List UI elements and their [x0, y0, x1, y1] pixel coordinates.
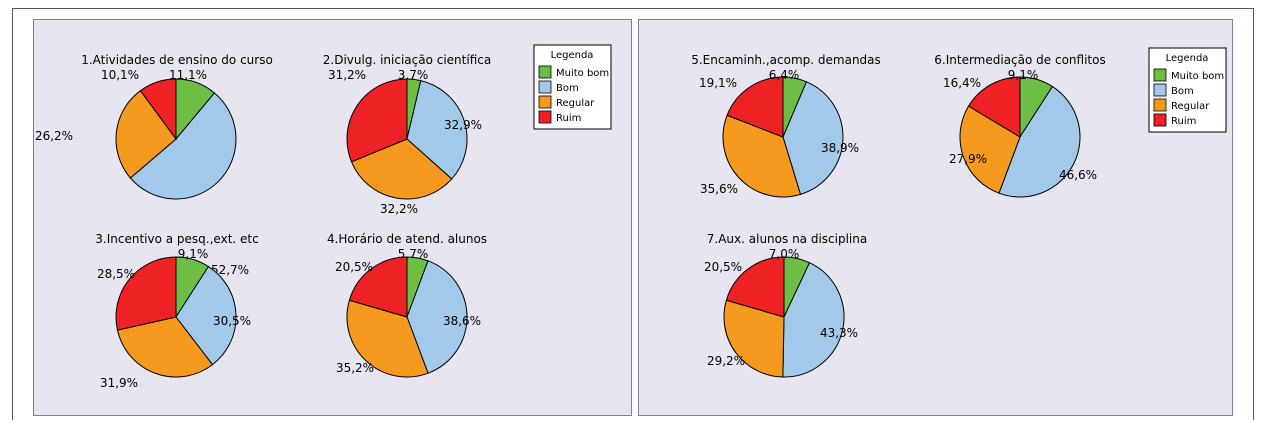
legend-entry-muito-bom: Muito bom: [556, 68, 609, 79]
pie-title: 2.Divulg. iniciação científica: [323, 53, 491, 67]
pie-slice-bom: [998, 85, 1081, 198]
pie-slice-regular: [346, 299, 429, 378]
data-label-bom: 38,9%: [821, 141, 859, 155]
pie-slice-bom: [406, 80, 468, 180]
pie-title: 4.Horário de atend. alunos: [327, 232, 487, 246]
legend-entry-bom: Bom: [1171, 86, 1194, 97]
figure-frame: [12, 8, 1254, 420]
data-label-muito-bom: 7,0%: [769, 247, 800, 261]
data-label-bom: 46,6%: [1059, 168, 1097, 182]
data-label-muito-bom: 9,1%: [1008, 68, 1039, 82]
pie-title: 7.Aux. alunos na disciplina: [707, 232, 867, 246]
pie-slice-regular: [350, 138, 453, 200]
data-label-ruim: 10,1%: [101, 68, 139, 82]
data-label-regular: 26,2%: [35, 129, 73, 143]
pie-slice-ruim: [726, 76, 784, 138]
pie-title: 1.Atividades de ensino do curso: [81, 53, 273, 67]
legend-swatch-muito-bom: [538, 65, 552, 79]
data-label-regular: 27,9%: [949, 152, 987, 166]
legend-title: Legenda: [551, 50, 594, 61]
pie-slice-bom: [175, 265, 237, 366]
data-label-regular: 35,2%: [336, 361, 374, 375]
pie-title: 3.Incentivo a pesq.,ext. etc: [95, 232, 258, 246]
legend-swatch-muito-bom: [1153, 68, 1167, 82]
pie-title: 6.Intermediação de conflitos: [934, 53, 1105, 67]
legend: Legenda Muito bom Bom Regular Ruim: [1148, 47, 1227, 133]
legend-entry-bom: Bom: [556, 83, 579, 94]
pie-title: 5.Encaminh.,acomp. demandas: [691, 53, 881, 67]
legend: Legenda Muito bom Bom Regular Ruim: [533, 44, 612, 130]
legend-entry-ruim: Ruim: [556, 113, 581, 124]
pie-slice-regular: [115, 89, 177, 179]
data-label-ruim: 28,5%: [97, 267, 135, 281]
pie-slice-regular: [959, 105, 1021, 194]
legend-entry-regular: Regular: [556, 98, 595, 109]
legend-title: Legenda: [1166, 53, 1209, 64]
legend-swatch-regular: [538, 95, 552, 109]
pie-slice-bom: [782, 81, 844, 196]
legend-swatch-ruim: [538, 110, 552, 124]
data-label-regular: 29,2%: [707, 354, 745, 368]
data-label-bom: 43,3%: [820, 326, 858, 340]
data-label-ruim: 31,2%: [328, 68, 366, 82]
data-label-regular: 35,6%: [700, 182, 738, 196]
data-label-muito-bom: 5,7%: [398, 247, 429, 261]
data-label-bom: 30,5%: [213, 314, 251, 328]
data-label-muito-bom: 3,7%: [398, 68, 429, 82]
pie-slice-bom: [406, 260, 468, 374]
data-label-ruim: 16,4%: [943, 76, 981, 90]
legend-entry-ruim: Ruim: [1171, 116, 1196, 127]
data-label-muito-bom: 6,4%: [769, 68, 800, 82]
data-label-ruim: 20,5%: [704, 260, 742, 274]
data-label-bom: 52,7%: [211, 263, 249, 277]
pie-slice-ruim: [346, 78, 408, 163]
data-label-muito-bom: 11,1%: [169, 68, 207, 82]
legend-entry-regular: Regular: [1171, 101, 1210, 112]
legend-swatch-ruim: [1153, 113, 1167, 127]
pie-slice-ruim: [348, 256, 408, 318]
pie-slice-regular: [722, 114, 802, 198]
data-label-regular: 31,9%: [100, 376, 138, 390]
data-label-bom: 38,6%: [443, 314, 481, 328]
legend-entry-muito-bom: Muito bom: [1171, 71, 1224, 82]
pie-slice-ruim: [725, 256, 785, 318]
pie-slice-bom: [129, 92, 237, 200]
pie-slice-bom: [782, 262, 845, 378]
legend-swatch-bom: [1153, 83, 1167, 97]
legend-swatch-bom: [538, 80, 552, 94]
data-label-ruim: 20,5%: [335, 260, 373, 274]
data-label-bom: 32,9%: [444, 118, 482, 132]
pie-slice-ruim: [115, 256, 177, 331]
data-label-ruim: 19,1%: [699, 76, 737, 90]
pie-slice-ruim: [139, 78, 177, 141]
data-label-regular: 32,2%: [380, 202, 418, 216]
data-label-muito-bom: 9,1%: [178, 247, 209, 261]
legend-swatch-regular: [1153, 98, 1167, 112]
pie-slice-ruim: [967, 76, 1021, 138]
pie-slice-regular: [116, 316, 214, 378]
pie-slice-regular: [723, 299, 785, 378]
